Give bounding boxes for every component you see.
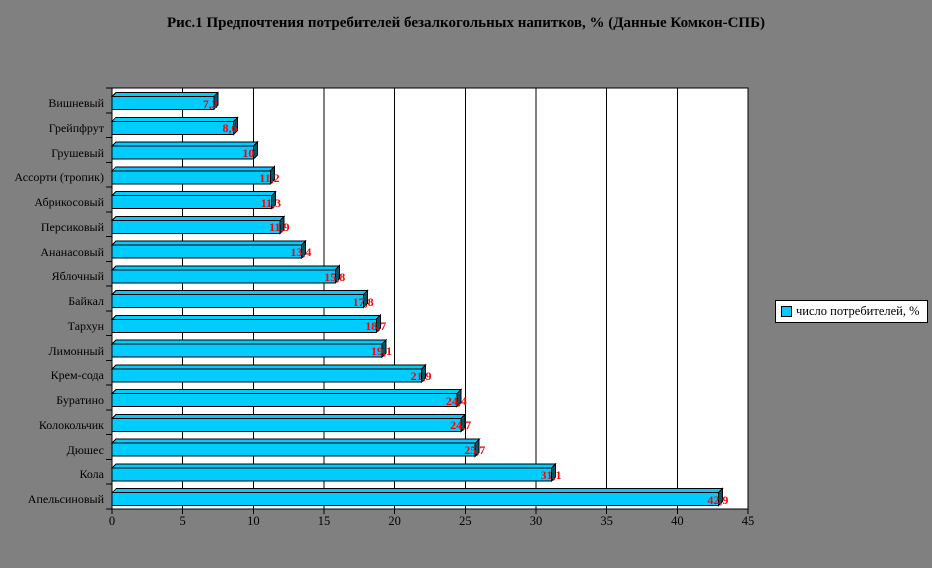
bar [111, 318, 377, 333]
y-axis-label: Дюшес [66, 442, 104, 457]
bar-top-face [110, 314, 382, 320]
y-axis-label: Лимонный [48, 343, 104, 358]
y-axis-label: Кола [79, 467, 104, 482]
bar [111, 269, 336, 284]
bar-top-face [110, 290, 369, 296]
x-axis-tick-label: 45 [741, 514, 755, 528]
data-label: 8,6 [222, 121, 238, 136]
x-axis-tick-label: 20 [388, 514, 401, 528]
legend: число потребителей, % [775, 300, 928, 323]
bar-top-face [110, 463, 557, 469]
data-label: 24,7 [450, 418, 472, 433]
legend-marker-icon [781, 306, 792, 317]
data-label: 31,1 [540, 467, 562, 482]
bar-top-face [110, 240, 307, 246]
y-axis-label: Ассорти (тропик) [14, 170, 104, 185]
data-label: 7,2 [202, 96, 218, 111]
bar [111, 96, 215, 110]
bar [111, 294, 365, 309]
data-label: 13,4 [290, 245, 312, 260]
bar [111, 417, 462, 432]
x-axis-tick-label: 5 [179, 514, 186, 528]
y-axis-label: Абрикосовый [34, 195, 104, 210]
y-axis-label: Буратино [56, 393, 104, 408]
data-label: 42,9 [707, 492, 729, 507]
data-label: 15,8 [324, 269, 346, 284]
data-label: 11,2 [259, 170, 280, 185]
bar-top-face [110, 413, 467, 419]
data-label: 11,9 [269, 220, 290, 235]
x-axis-tick-label: 35 [600, 514, 613, 528]
y-axis-label: Грейпфрут [48, 120, 104, 135]
data-label: 21,9 [410, 368, 432, 383]
x-axis-tick-label: 40 [671, 514, 684, 528]
bar [111, 170, 271, 185]
bar-top-face [110, 339, 388, 345]
data-label: 19,1 [370, 344, 392, 359]
data-label: 10 [242, 146, 255, 161]
x-axis-tick-label: 15 [317, 514, 331, 528]
bar [111, 442, 476, 457]
bar [111, 244, 302, 259]
bar-top-face [110, 364, 427, 370]
legend-label: число потребителей, % [796, 304, 920, 318]
x-axis-tick-label: 25 [459, 514, 472, 528]
bar-top-face [110, 191, 277, 197]
bar [111, 467, 553, 482]
y-axis-label: Апельсиновый [27, 492, 104, 507]
x-axis-tick-label: 10 [247, 514, 260, 528]
bar [111, 368, 423, 383]
bar-top-face [110, 116, 239, 122]
bar-top-face [110, 141, 259, 147]
data-label: 24,4 [445, 393, 467, 408]
bar-top-face [110, 215, 286, 221]
bar [111, 393, 458, 408]
y-axis-label: Яблочный [51, 269, 104, 284]
bar [111, 120, 235, 135]
y-axis-label: Ананасовый [40, 244, 104, 259]
bar-top-face [110, 265, 341, 271]
bar [111, 195, 273, 210]
y-axis-label: Персиковый [40, 219, 104, 234]
bar-top-face [110, 488, 724, 494]
y-axis-label: Вишневый [48, 96, 104, 110]
bar-top-face [110, 389, 463, 395]
y-axis-label: Байкал [68, 294, 104, 309]
x-axis-tick-label: 30 [529, 514, 543, 528]
bar [111, 343, 383, 358]
bar-top-face [110, 438, 481, 444]
y-axis-label: Грушевый [51, 145, 104, 160]
data-label: 25,7 [464, 443, 486, 458]
x-axis-tick-label: 0 [108, 514, 116, 528]
data-label: 11,3 [260, 195, 282, 210]
data-label: 17,8 [352, 294, 374, 309]
bar [111, 219, 281, 234]
y-axis-label: Тархун [67, 318, 104, 333]
bar [111, 145, 254, 160]
bar [111, 492, 719, 507]
bar-top-face [110, 166, 276, 172]
y-axis-label: Крем-сода [50, 368, 104, 383]
data-label: 18,7 [365, 319, 387, 334]
chart-title: Рис.1 Предпочтения потребителей безалког… [166, 15, 765, 31]
y-axis-label: Колокольчик [38, 417, 104, 432]
